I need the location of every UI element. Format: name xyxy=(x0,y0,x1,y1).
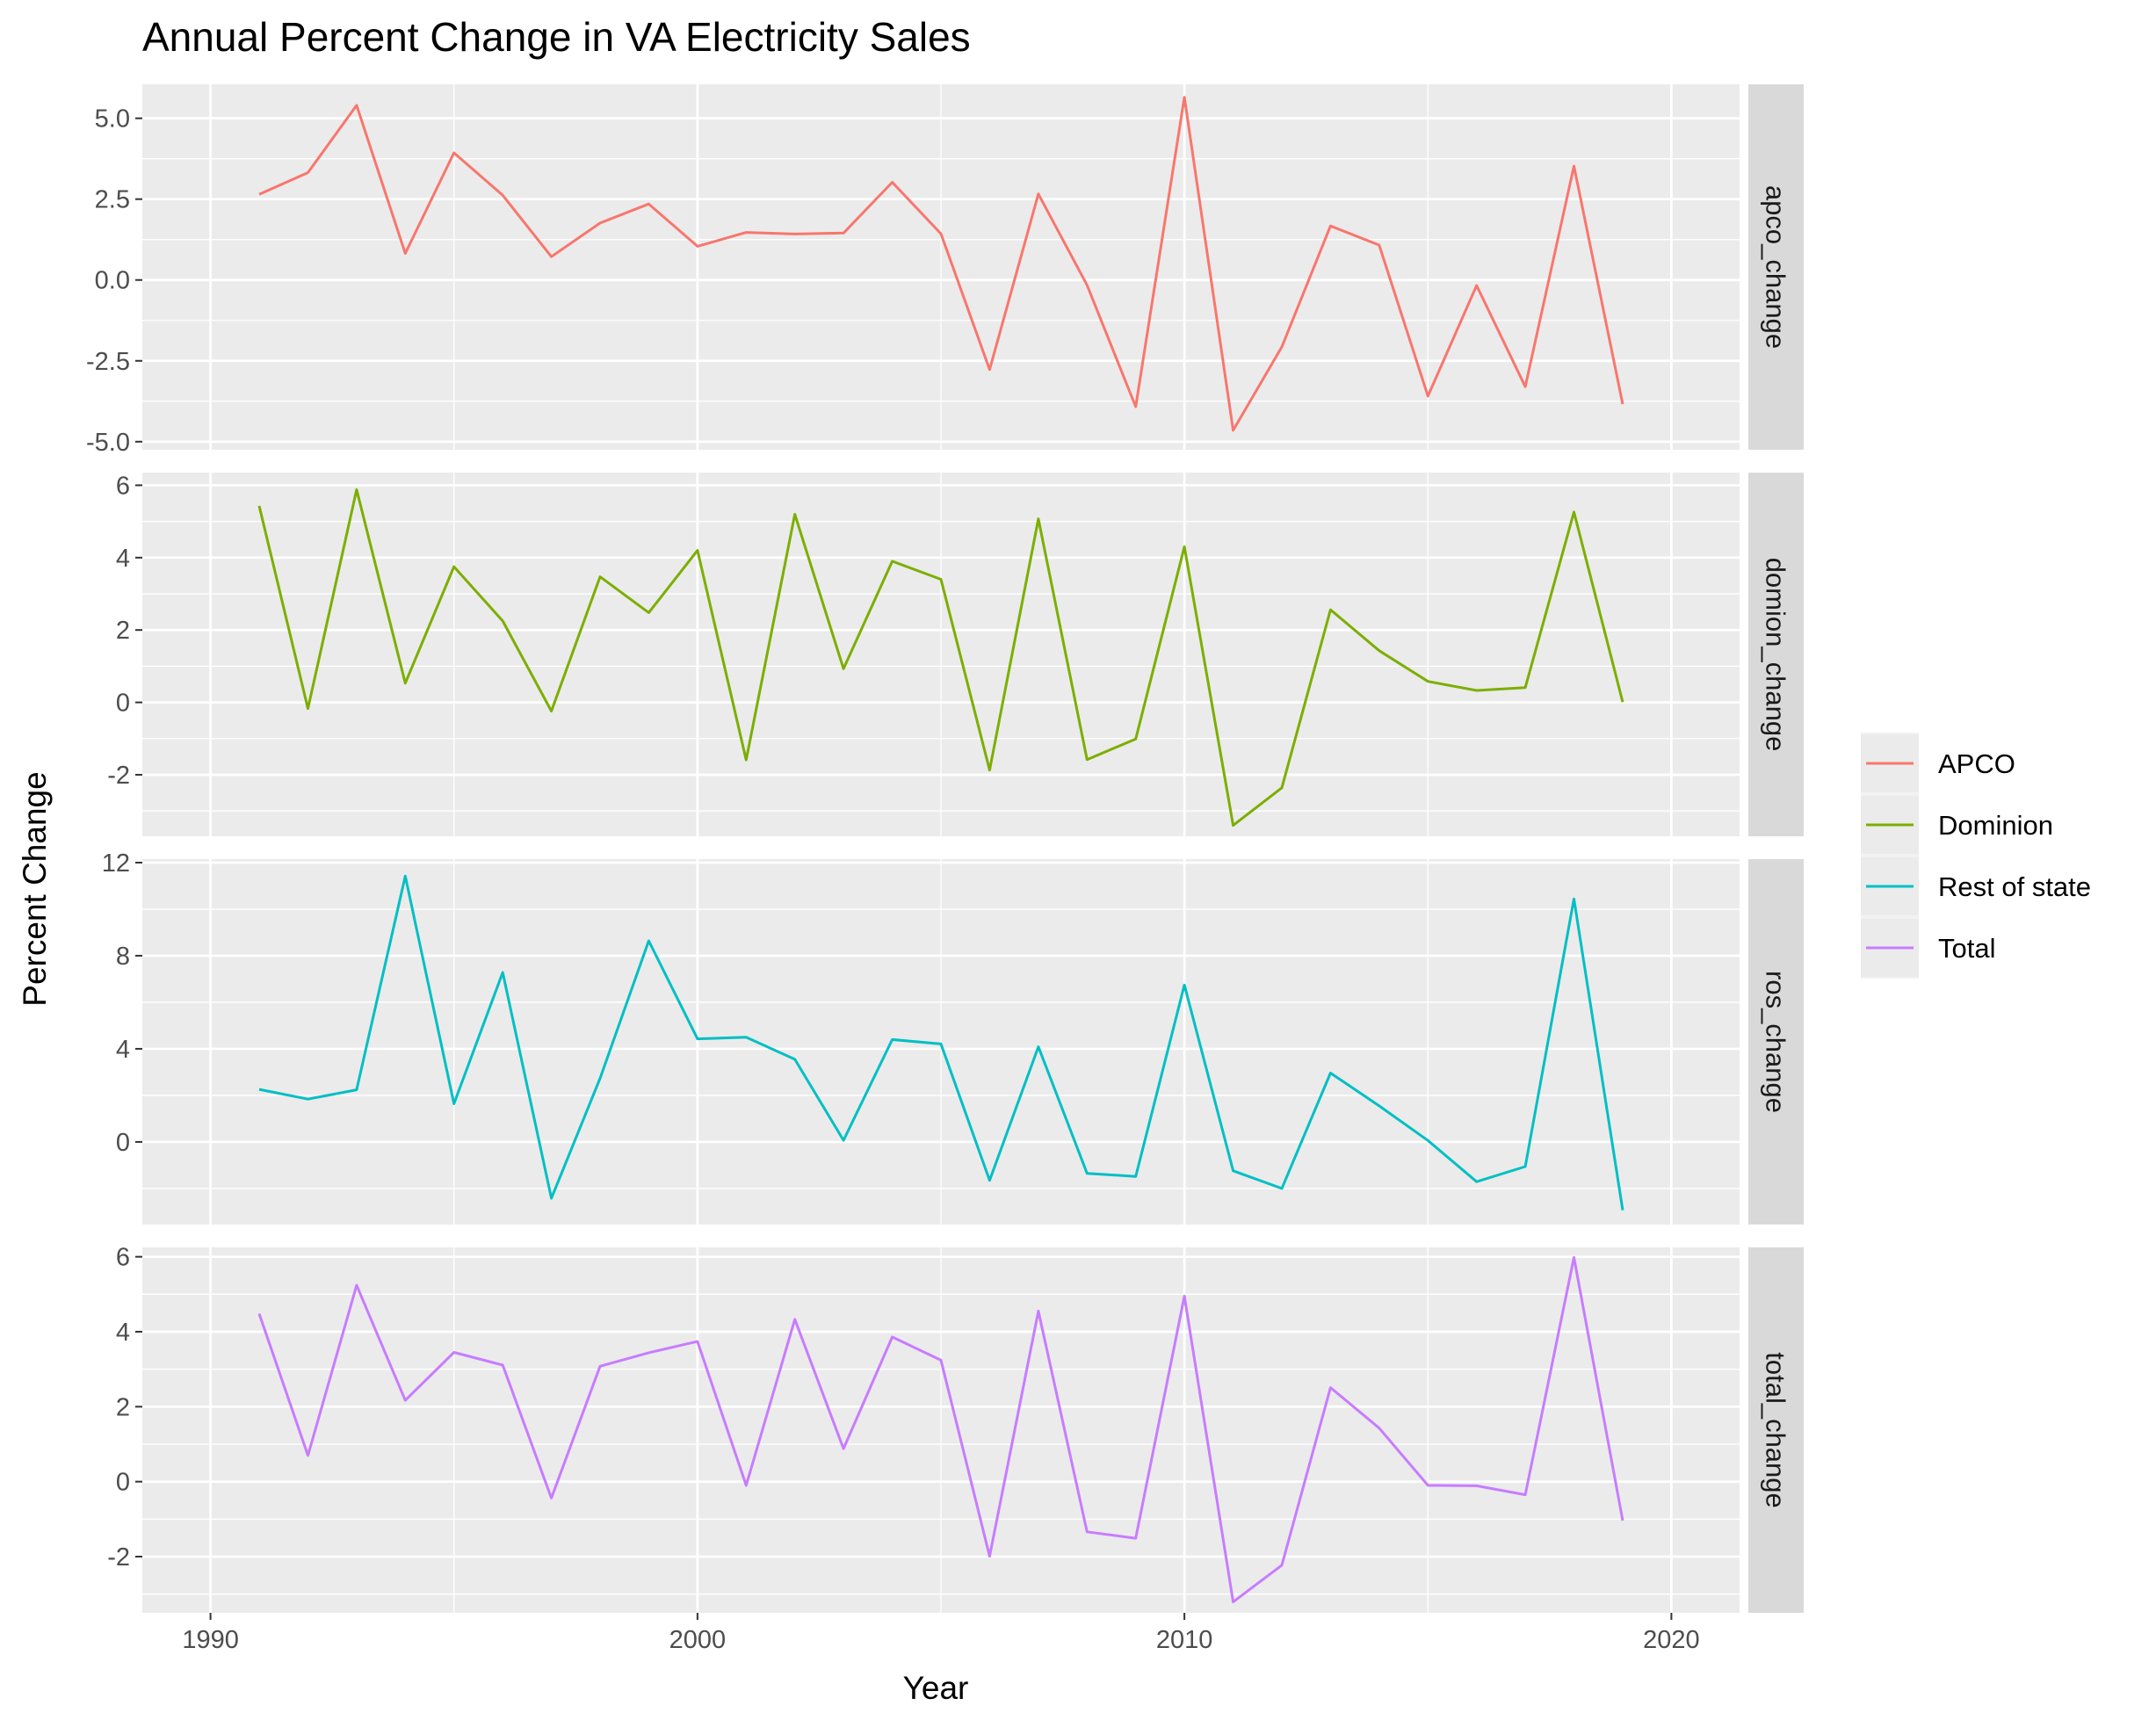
y-tick-label: 0 xyxy=(116,1469,130,1497)
facet-strip xyxy=(1748,84,1804,450)
legend-label: Total xyxy=(1938,933,1995,964)
y-tick-label: 2.5 xyxy=(95,186,130,214)
y-tick-label: 2 xyxy=(116,617,130,645)
facet-ros_change: 0 4 8 12 ros_change xyxy=(102,849,1804,1225)
y-tick-label: -2 xyxy=(107,1543,130,1572)
y-tick-label: 6 xyxy=(116,1244,130,1272)
y-tick-label: 5.0 xyxy=(95,105,130,134)
facet-panels: -5.0 -2.5 0.0 2.5 5.0 apco_change -2 0 2 4 6 domion… xyxy=(86,84,1804,1613)
y-tick-label: 0 xyxy=(116,1129,130,1157)
chart-title: Annual Percent Change in VA Electricity … xyxy=(142,14,971,60)
y-tick-label: -2 xyxy=(107,762,130,790)
x-axis: 1990 2000 2010 2020 xyxy=(182,1613,1700,1654)
x-axis-title: Year xyxy=(903,1670,969,1706)
y-tick-label: -5.0 xyxy=(86,429,130,457)
facet-strip-label: ros_change xyxy=(1761,971,1791,1113)
legend: APCO Dominion Rest of state Total xyxy=(1861,733,2091,979)
y-tick-label: -2.5 xyxy=(86,348,130,376)
facet-domion_change: -2 0 2 4 6 domion_change xyxy=(107,472,1804,836)
facet-apco_change: -5.0 -2.5 0.0 2.5 5.0 apco_change xyxy=(86,84,1804,457)
x-tick-label: 2010 xyxy=(1156,1626,1213,1654)
series-line-apco xyxy=(258,96,1624,432)
facet-strip xyxy=(1748,859,1804,1225)
facet-strip xyxy=(1748,1247,1804,1613)
y-tick-label: 8 xyxy=(116,943,130,971)
facet-total_change: -2 0 2 4 6 total_change xyxy=(107,1244,1804,1613)
x-tick-label: 2000 xyxy=(669,1626,727,1654)
legend-label: APCO xyxy=(1938,748,2015,779)
facet-strip xyxy=(1748,473,1804,836)
series-line-total xyxy=(257,1256,1624,1604)
y-tick-label: 2 xyxy=(116,1393,130,1421)
y-tick-label: 6 xyxy=(116,472,130,500)
x-tick-label: 2020 xyxy=(1643,1626,1700,1654)
facet-strip-label: total_change xyxy=(1761,1352,1791,1508)
x-tick-label: 1990 xyxy=(182,1626,239,1654)
legend-label: Dominion xyxy=(1938,810,2053,841)
y-tick-label: 0.0 xyxy=(95,267,130,295)
y-tick-label: 12 xyxy=(102,849,130,878)
legend-label: Rest of state xyxy=(1938,871,2091,902)
y-tick-label: 4 xyxy=(116,545,130,573)
series-line-rest-of-state xyxy=(258,874,1624,1211)
y-tick-label: 4 xyxy=(116,1036,130,1064)
y-tick-label: 4 xyxy=(116,1319,130,1347)
y-tick-label: 0 xyxy=(116,690,130,718)
facet-strip-label: apco_change xyxy=(1761,185,1791,349)
series-line-dominion xyxy=(257,488,1624,827)
y-axis-title: Percent Change xyxy=(17,771,53,1006)
facet-strip-label: domion_change xyxy=(1761,558,1791,752)
